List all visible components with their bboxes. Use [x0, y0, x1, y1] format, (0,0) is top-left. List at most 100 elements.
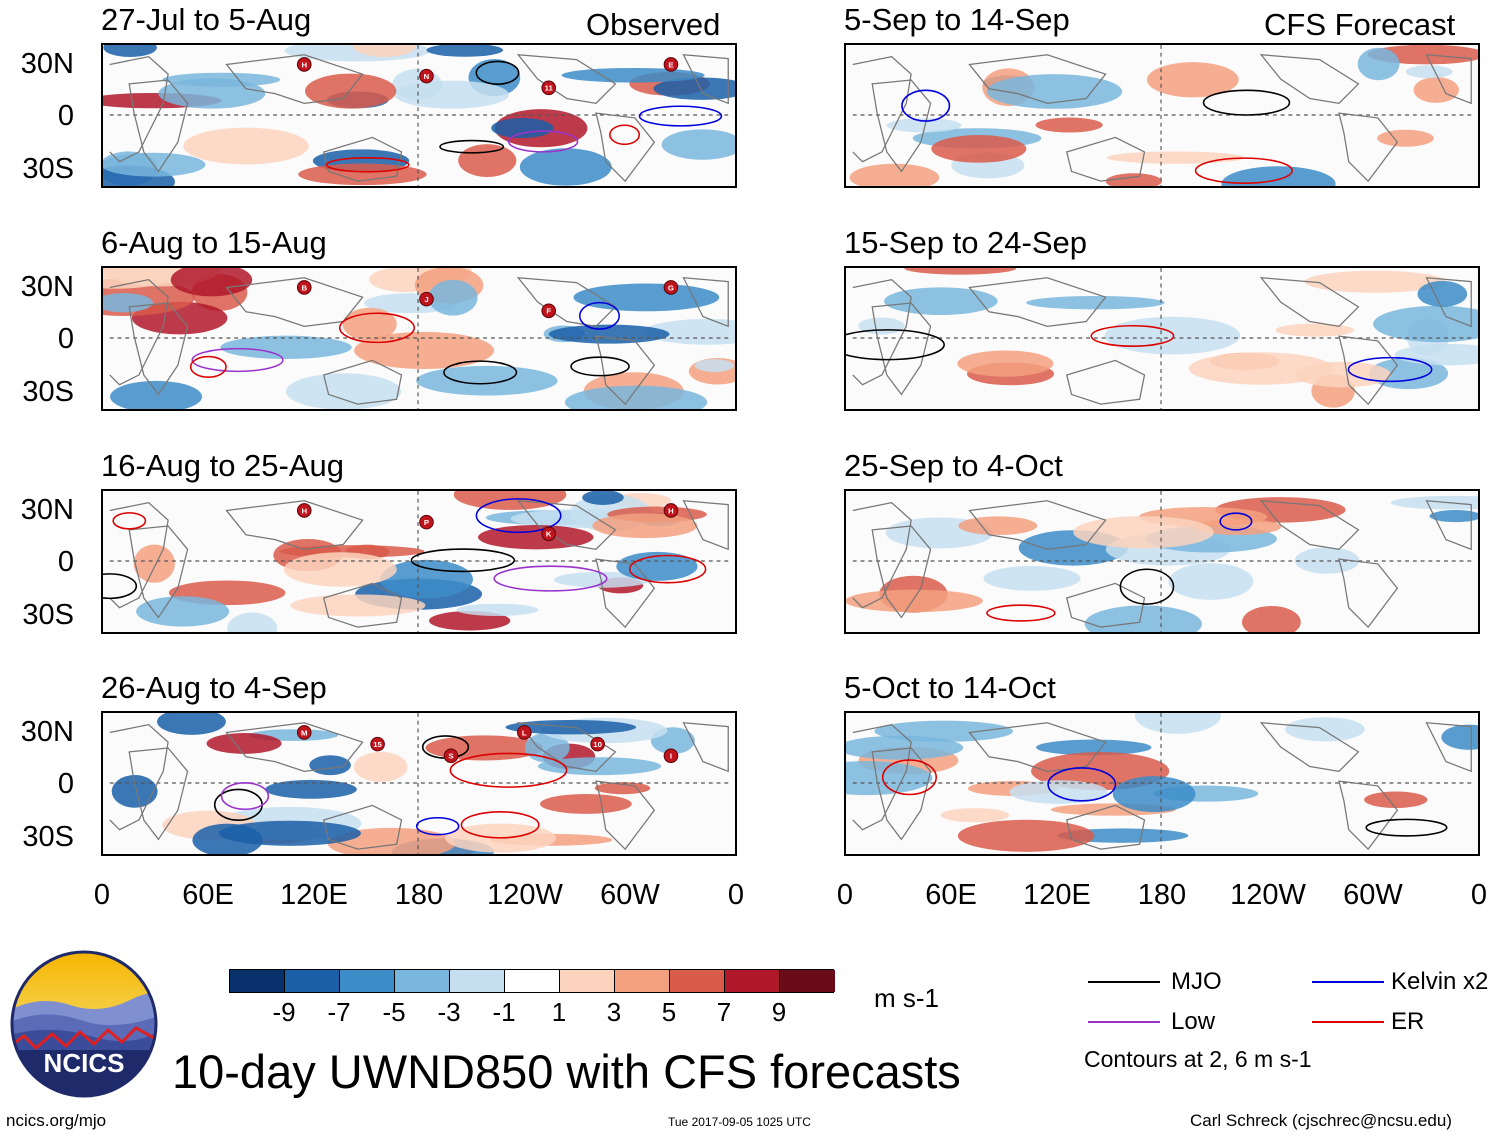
coastline — [109, 501, 169, 609]
coastline — [871, 525, 932, 619]
anomaly-contour — [638, 105, 723, 127]
coastline — [968, 277, 1107, 327]
anomaly-contour — [1194, 157, 1293, 184]
lat-label-30s: 30S — [22, 821, 74, 853]
wind-anomaly-blob — [1221, 166, 1336, 186]
coastline — [595, 558, 656, 629]
wind-anomaly-blob — [380, 559, 473, 599]
wind-anomaly-blob — [1417, 280, 1468, 307]
coastline — [516, 721, 617, 773]
storm-track-marker-icon — [541, 303, 557, 319]
wind-anomaly-blob — [265, 779, 357, 799]
wind-anomaly-blob — [931, 135, 1027, 163]
coastline — [516, 53, 617, 105]
coastline — [871, 302, 932, 396]
lat-label-30n: 30N — [20, 494, 74, 526]
lat-label-30n: 30N — [20, 271, 74, 303]
storm-marker-label: K — [546, 530, 552, 539]
wind-anomaly-blob — [1035, 739, 1152, 756]
anomaly-contour — [460, 811, 540, 839]
colorbar-swatch — [725, 970, 780, 992]
coastline — [225, 722, 364, 772]
wind-anomaly-blob — [136, 596, 230, 627]
wind-anomaly-blob — [983, 565, 1081, 591]
wind-anomaly-blob — [1105, 173, 1162, 186]
coastline — [1338, 780, 1399, 851]
coastline — [595, 780, 656, 851]
anomaly-contour — [1090, 324, 1175, 347]
coastline — [1425, 499, 1472, 551]
panel-title-obs-4: 26-Aug to 4-Sep — [101, 670, 327, 705]
coastline — [1259, 53, 1360, 105]
coastline — [968, 54, 1107, 104]
coastline — [1425, 276, 1472, 328]
low-legend-line — [1088, 1021, 1160, 1023]
storm-track-marker-icon — [296, 57, 312, 72]
coastline — [128, 79, 189, 173]
coastline — [516, 276, 617, 328]
storm-marker-label: J — [424, 295, 428, 304]
anomaly-contour — [1347, 356, 1433, 383]
storm-track-marker-icon — [663, 503, 679, 518]
wind-anomaly-blob — [594, 782, 651, 795]
coastline — [1338, 558, 1399, 629]
coastline — [1259, 276, 1360, 328]
colorbar-tick-label: -3 — [437, 997, 461, 1027]
wind-anomaly-blob — [1112, 776, 1196, 813]
wind-anomaly-blob — [1390, 495, 1478, 510]
anomaly-contour — [986, 604, 1056, 622]
lat-label-30s: 30S — [22, 153, 74, 185]
wind-anomaly-blob — [206, 733, 282, 754]
wind-anomaly-blob — [1168, 563, 1254, 600]
storm-track-marker-icon — [541, 526, 557, 542]
colorbar — [229, 969, 835, 993]
colorbar-swatch — [340, 970, 395, 992]
main-title: 10-day UWND850 with CFS forecasts — [172, 1045, 961, 1098]
coastline — [225, 500, 364, 550]
anomaly-contour — [901, 89, 951, 122]
storm-marker-label: 15 — [373, 740, 382, 749]
anomaly-contour — [507, 130, 579, 153]
coastline — [128, 747, 189, 841]
cfs-forecast-header: CFS Forecast — [1264, 7, 1456, 42]
colorbar-tick-label: 9 — [771, 997, 787, 1027]
coastline — [109, 723, 169, 831]
coastline — [225, 54, 364, 104]
mjo-legend-line — [1088, 981, 1160, 983]
wind-anomaly-blob — [429, 610, 511, 631]
anomaly-contour — [325, 157, 410, 173]
coastline — [852, 55, 912, 163]
anomaly-map: M 15 S L 10 I — [109, 713, 729, 854]
coastline — [322, 804, 403, 850]
anomaly-contour — [449, 752, 568, 788]
storm-marker-label: M — [301, 728, 307, 737]
anomaly-contour — [570, 356, 630, 377]
wind-anomaly-blob — [1413, 76, 1459, 103]
wind-anomaly-blob — [694, 359, 734, 372]
colorbar-swatch — [670, 970, 725, 992]
anomaly-contour — [103, 573, 138, 600]
map-panel-fcst-1 — [844, 43, 1480, 188]
footer-author: Carl Schreck (cjschrec@ncsu.edu) — [1190, 1111, 1452, 1130]
colorbar-swatch — [780, 970, 835, 992]
coastline — [322, 359, 403, 405]
map-panel-fcst-2 — [844, 266, 1480, 411]
storm-track-marker-icon — [590, 736, 605, 752]
wind-anomaly-blob — [157, 713, 226, 735]
lat-label-30s: 30S — [22, 376, 74, 408]
lon-label-180: 180 — [394, 879, 444, 911]
panel-title-fcst-1: 5-Sep to 14-Sep — [844, 2, 1070, 37]
coastline — [322, 136, 403, 182]
storm-marker-label: H — [301, 506, 307, 515]
colorbar-swatch — [230, 970, 285, 992]
wind-anomaly-blob — [458, 144, 517, 177]
footer-url[interactable]: ncics.org/mjo — [6, 1111, 107, 1130]
anomaly-contour — [1219, 512, 1253, 531]
anomaly-contour — [1119, 568, 1175, 605]
storm-marker-label: 10 — [593, 740, 602, 749]
contours-note: Contours at 2, 6 m s-1 — [1084, 1046, 1312, 1072]
coastline — [852, 723, 912, 831]
wind-anomaly-blob — [1364, 791, 1428, 809]
anomaly-contour — [475, 498, 562, 534]
wind-anomaly-blob — [133, 544, 175, 583]
